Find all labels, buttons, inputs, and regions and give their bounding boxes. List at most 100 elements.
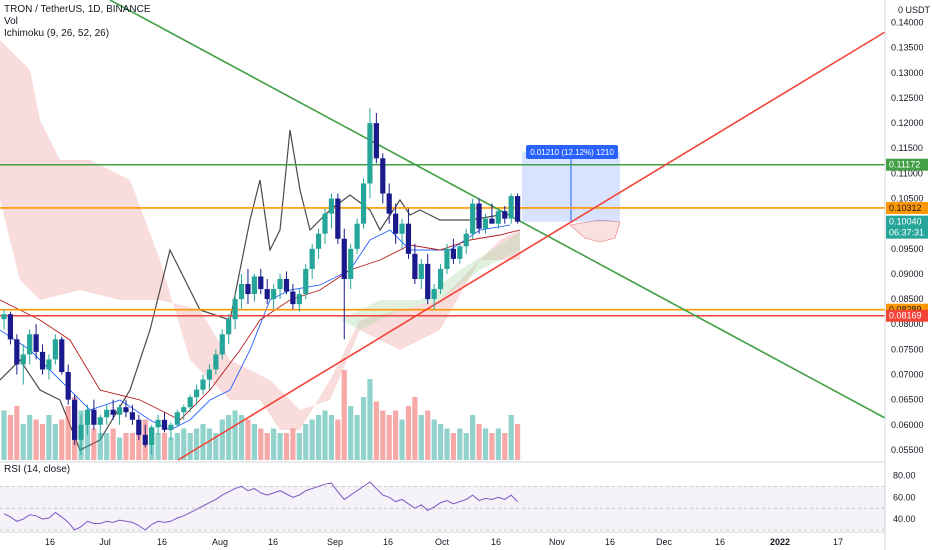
candle xyxy=(65,364,71,405)
level-tag-bg xyxy=(886,158,928,171)
candle-body xyxy=(194,389,200,398)
volume-bar xyxy=(482,428,489,460)
candle-body xyxy=(116,407,123,415)
volume-bar xyxy=(206,428,213,460)
candle xyxy=(277,273,283,300)
volume-bar xyxy=(515,424,521,460)
candle-body xyxy=(174,412,180,425)
candle-body xyxy=(418,263,424,279)
volume-bar xyxy=(168,437,174,460)
candle xyxy=(495,208,501,229)
time-tick: 16 xyxy=(383,537,393,547)
candle xyxy=(405,208,412,259)
candle-body xyxy=(450,248,456,259)
candle-body xyxy=(437,268,444,290)
candle-body xyxy=(136,419,142,435)
volume-bar xyxy=(33,419,39,460)
candle-body xyxy=(296,294,302,305)
candle-body xyxy=(482,218,489,229)
volume-bar xyxy=(110,428,116,460)
price-tick: 0.08000 xyxy=(891,319,924,329)
candle-body xyxy=(489,218,495,224)
time-tick: Dec xyxy=(656,537,673,547)
volume-bar xyxy=(399,419,405,460)
ichimoku-legend[interactable]: Ichimoku (9, 26, 52, 26) xyxy=(4,28,110,39)
current-price-tag: 0.10040 xyxy=(889,217,922,227)
candle-body xyxy=(97,417,103,425)
candle-body xyxy=(380,158,386,194)
volume-bar xyxy=(1,410,7,460)
level-tag: 0.08289 xyxy=(889,305,922,315)
symbol-title[interactable]: TRON / TetherUS, 1D, BINANCE xyxy=(4,4,151,15)
time-tick: 16 xyxy=(157,537,167,547)
candle xyxy=(373,113,379,164)
candle-body xyxy=(7,314,14,340)
candle-body xyxy=(110,409,116,415)
candle-body xyxy=(181,407,187,413)
descending-trendline xyxy=(109,0,886,419)
time-tick: Oct xyxy=(435,537,450,547)
volume-bar xyxy=(129,433,135,460)
time-tick: Jul xyxy=(99,537,111,547)
candle-body xyxy=(149,427,155,445)
time-tick: 17 xyxy=(833,537,843,547)
volume-bar xyxy=(360,397,367,460)
candle-body xyxy=(219,334,225,355)
rsi-legend[interactable]: RSI (14, close) xyxy=(4,464,71,475)
ascending-trendline xyxy=(177,31,886,461)
volume-bar xyxy=(97,433,103,460)
volume-legend[interactable]: Vol xyxy=(4,16,18,27)
candle xyxy=(129,404,135,425)
volume-bar xyxy=(283,433,290,460)
price-tick: 0.07500 xyxy=(891,344,924,354)
candle xyxy=(206,364,213,390)
candle-body xyxy=(457,246,463,259)
candle-body xyxy=(393,213,399,234)
price-tick: 0.12000 xyxy=(891,118,924,128)
candle xyxy=(194,384,200,405)
candle xyxy=(489,203,495,224)
candle-body xyxy=(367,123,373,184)
candle xyxy=(78,414,84,455)
volume-bar xyxy=(39,424,46,460)
volume-bar xyxy=(450,433,456,460)
rsi-pane xyxy=(0,461,885,531)
cloud-green-area xyxy=(340,232,520,330)
volume-bar xyxy=(425,410,431,460)
candle xyxy=(251,273,257,302)
candle xyxy=(226,314,232,345)
volume-bar xyxy=(470,415,476,460)
time-tick: Sep xyxy=(327,537,343,547)
volume-bar xyxy=(502,433,508,460)
rsi-tick: 60.00 xyxy=(893,492,916,502)
candle xyxy=(168,422,174,440)
chart-legend: TRON / TetherUS, 1D, BINANCE Vol Ichimok… xyxy=(4,4,151,40)
volume-bar xyxy=(200,424,206,460)
candle xyxy=(328,193,335,229)
candle-body xyxy=(264,289,270,300)
price-tick: 0.08500 xyxy=(891,294,924,304)
candle-body xyxy=(476,203,482,229)
candle-body xyxy=(27,334,33,355)
candle-body xyxy=(226,319,232,335)
time-tick: 16 xyxy=(45,537,55,547)
candle-body xyxy=(283,278,290,292)
candle xyxy=(123,399,129,418)
horizontal-levels xyxy=(0,163,885,317)
volume-bar xyxy=(348,406,354,460)
candle-body xyxy=(232,299,238,320)
volume-bar xyxy=(59,419,65,460)
candle-body xyxy=(142,434,148,445)
candle-body xyxy=(412,253,418,279)
time-tick: Aug xyxy=(212,537,228,547)
candle-body xyxy=(20,354,26,365)
candle-body xyxy=(46,359,52,370)
volume-bar xyxy=(290,428,296,460)
conversion-line xyxy=(0,224,511,431)
volume-bar xyxy=(309,419,315,460)
volume-bar xyxy=(174,433,180,460)
axis-currency: 0 USDT xyxy=(898,5,931,15)
candle-body xyxy=(161,419,168,430)
candlesticks xyxy=(1,108,521,455)
